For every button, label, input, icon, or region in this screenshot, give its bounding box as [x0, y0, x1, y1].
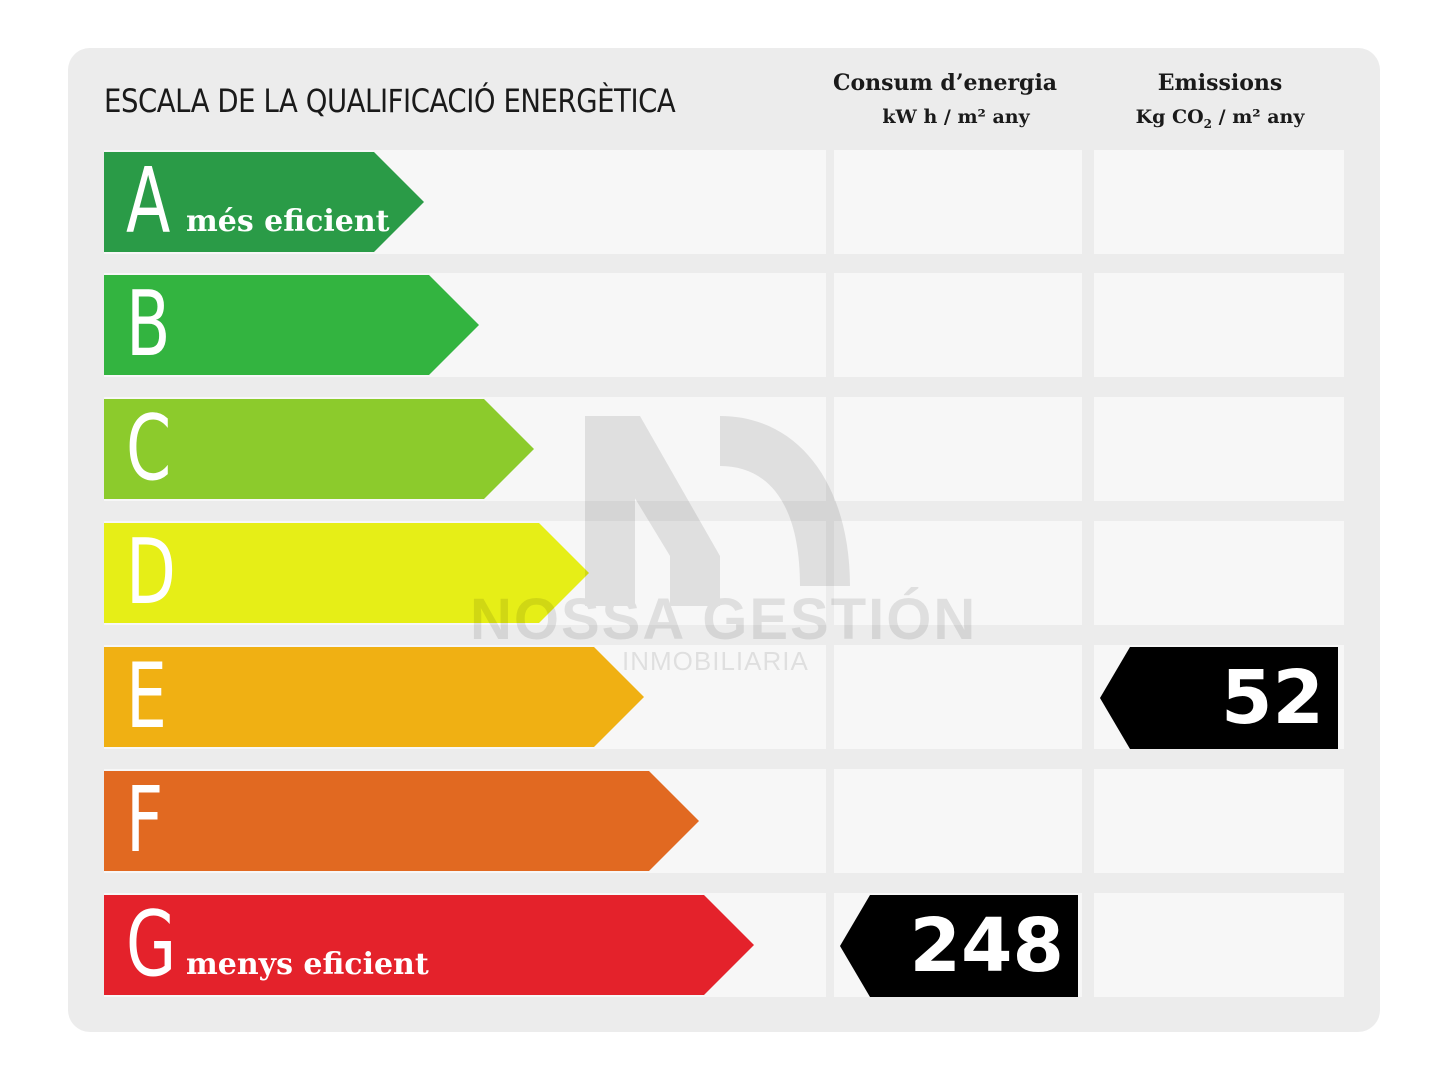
emissions-cell — [1094, 150, 1344, 254]
rating-row-f: F — [104, 769, 1344, 873]
arrow-shape-icon — [104, 647, 644, 747]
rating-row-e: E 52 — [104, 645, 1344, 749]
arrow-shape-icon — [104, 152, 424, 252]
emissions-unit-suffix: / m² any — [1212, 106, 1305, 128]
class-label: menys eficient — [186, 947, 429, 982]
class-letter: B — [126, 272, 171, 377]
class-letter: A — [126, 149, 171, 254]
class-bar-e: E — [104, 644, 650, 749]
consumption-cell — [834, 521, 1082, 625]
arrow-shape-icon — [104, 523, 589, 623]
marker-arrow-icon — [1100, 647, 1338, 749]
emissions-cell — [1094, 397, 1344, 501]
emissions-rating-marker: 52 — [1094, 647, 1338, 749]
class-letter: F — [126, 768, 164, 873]
label-title: ESCALA DE LA QUALIFICACIÓ ENERGÈTICA — [104, 82, 676, 120]
emissions-unit-prefix: Kg CO — [1135, 106, 1204, 128]
class-letter: G — [126, 892, 177, 997]
class-letter: C — [126, 396, 172, 501]
emissions-cell — [1094, 521, 1344, 625]
class-bar-f: F — [104, 768, 705, 873]
class-letter: D — [126, 520, 176, 625]
consumption-cell — [834, 397, 1082, 501]
arrow-shape-icon — [104, 895, 754, 995]
emissions-column-header: Emissions Kg CO2 / m² any — [1100, 66, 1340, 141]
arrow-shape-icon — [104, 399, 534, 499]
consumption-cell — [834, 645, 1082, 749]
class-bar-b: B — [104, 272, 485, 377]
arrow-shape-icon — [104, 275, 479, 375]
emissions-unit-subscript: 2 — [1203, 116, 1213, 131]
rating-row-d: D — [104, 521, 1344, 625]
consumption-column-header: Consum d’energia kW h / m² any — [830, 66, 1060, 134]
consumption-header-title: Consum d’energia — [832, 70, 1058, 96]
emissions-value: 52 — [1221, 655, 1324, 741]
emissions-header-title: Emissions — [1157, 70, 1283, 96]
class-letter: E — [126, 644, 167, 749]
rating-row-c: C — [104, 397, 1344, 501]
consumption-cell — [834, 769, 1082, 873]
consumption-header-unit: kW h / m² any — [882, 106, 1030, 128]
consumption-cell — [834, 150, 1082, 254]
consumption-rating-marker: 248 — [834, 895, 1078, 997]
class-bar-d: D — [104, 520, 595, 625]
emissions-cell — [1094, 273, 1344, 377]
rating-row-b: B — [104, 273, 1344, 377]
emissions-cell — [1094, 769, 1344, 873]
consumption-value: 248 — [909, 903, 1064, 989]
emissions-header-unit: Kg CO2 / m² any — [1100, 100, 1340, 141]
arrow-shape-icon — [104, 771, 699, 871]
marker-arrow-icon — [840, 895, 1078, 997]
consumption-cell — [834, 273, 1082, 377]
class-bar-c: C — [104, 396, 540, 501]
class-label: més eficient — [186, 204, 390, 239]
emissions-cell — [1094, 893, 1344, 997]
